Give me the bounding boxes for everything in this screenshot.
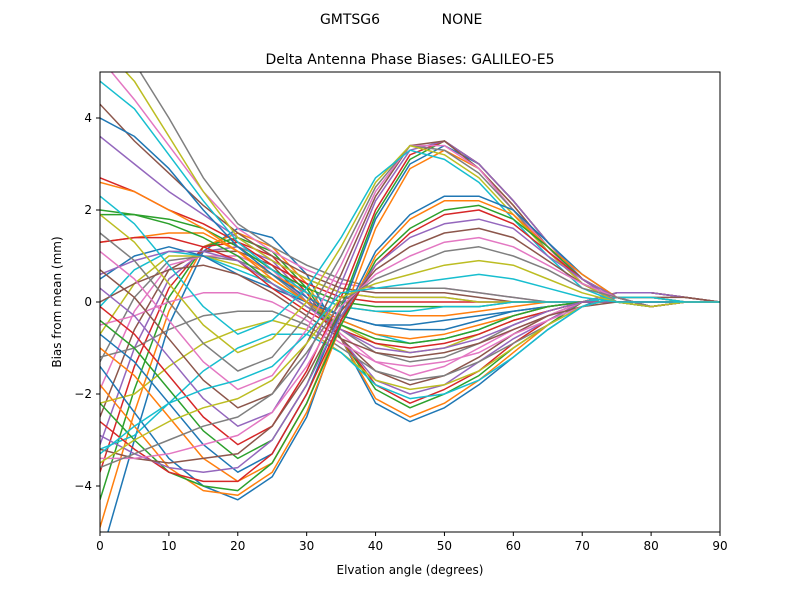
x-axis-ticks: 0 10 20 30 40 50 60 70 80 90 [96, 532, 728, 553]
y-tick-label: 4 [84, 111, 92, 125]
x-tick-label: 0 [96, 539, 104, 553]
series-line-s05 [100, 246, 720, 445]
x-tick-label: 90 [712, 539, 727, 553]
x-tick-label: 60 [506, 539, 521, 553]
x-tick-label: 20 [230, 539, 245, 553]
suptitle-right: NONE [442, 12, 483, 28]
series-line-s07 [100, 255, 720, 390]
series-line-s06 [100, 250, 720, 418]
y-axis-label: Bias from mean (mm) [50, 236, 64, 367]
chart-title: Delta Antenna Phase Biases: GALILEO-E5 [265, 52, 554, 68]
suptitle-left: GMTSG6 [320, 12, 380, 28]
y-tick-label: 2 [84, 203, 92, 217]
series-line-s31 [100, 144, 720, 473]
series-line-s50 [100, 273, 720, 455]
x-tick-label: 40 [368, 539, 383, 553]
x-tick-label: 10 [161, 539, 176, 553]
y-tick-label: −4 [74, 479, 92, 493]
x-tick-label: 50 [437, 539, 452, 553]
series-lines [100, 72, 720, 532]
y-tick-label: −2 [74, 387, 92, 401]
series-line-s19 [124, 72, 720, 303]
y-tick-label: 0 [84, 295, 92, 309]
x-tick-label: 80 [643, 539, 658, 553]
y-axis-ticks: −4 −2 0 2 4 [74, 111, 100, 493]
series-line-s46 [100, 227, 720, 464]
series-line-s48 [100, 246, 720, 469]
x-axis-label: Elvation angle (degrees) [337, 563, 484, 577]
x-tick-label: 30 [299, 539, 314, 553]
x-tick-label: 70 [575, 539, 590, 553]
